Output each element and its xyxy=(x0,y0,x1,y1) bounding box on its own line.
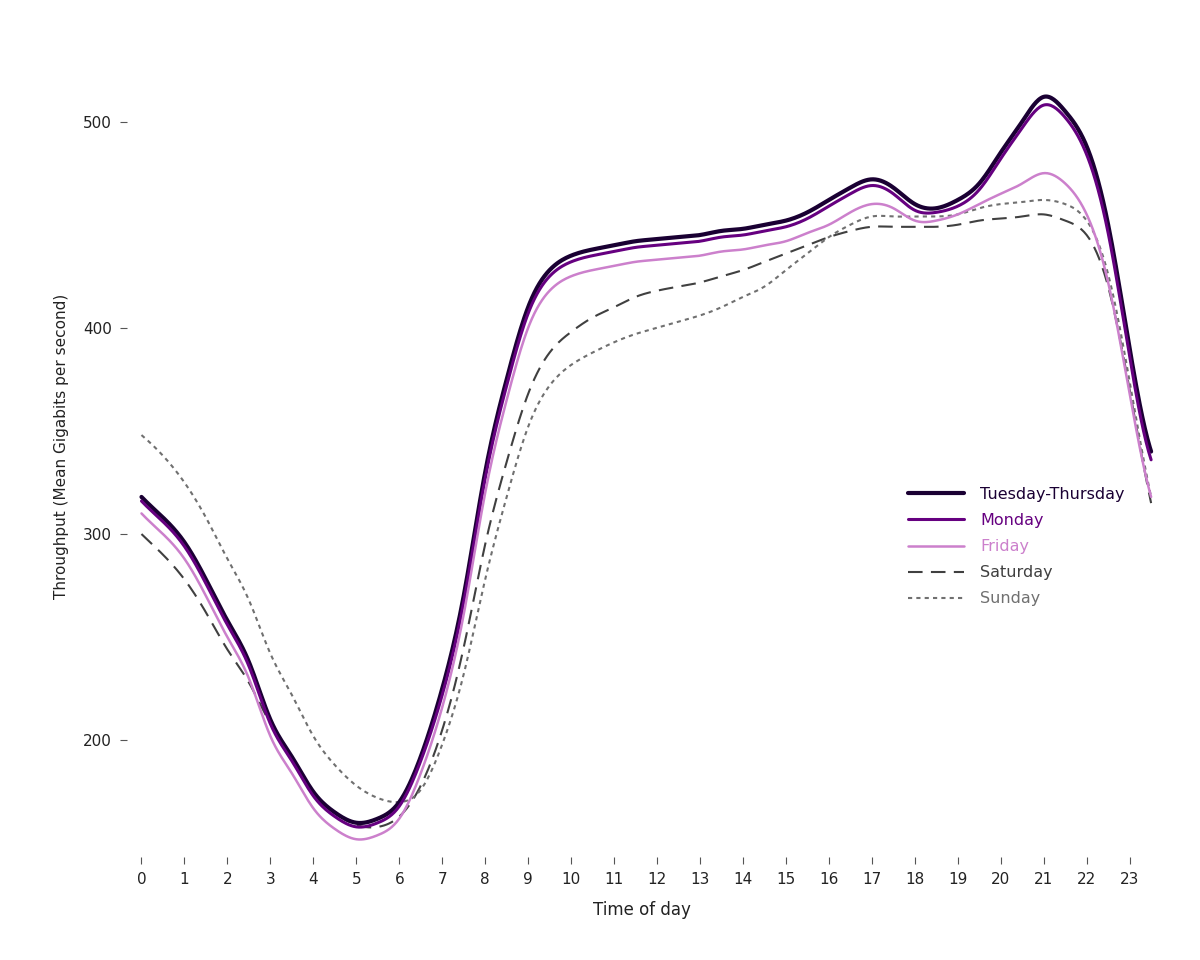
Friday xyxy=(722,245,737,256)
Friday xyxy=(779,235,793,247)
Saturday xyxy=(365,822,379,833)
Sunday xyxy=(901,211,916,223)
Saturday xyxy=(196,602,210,613)
Sunday xyxy=(134,429,149,441)
Y-axis label: Throughput (Mean Gigabits per second): Throughput (Mean Gigabits per second) xyxy=(54,294,68,599)
Monday xyxy=(353,822,367,833)
Monday xyxy=(1039,99,1054,110)
Tuesday-Thursday xyxy=(901,194,916,205)
Saturday xyxy=(1004,212,1019,224)
Line: Friday: Friday xyxy=(142,173,1151,839)
Friday xyxy=(1144,492,1158,503)
Tuesday-Thursday xyxy=(722,225,737,236)
Tuesday-Thursday xyxy=(196,569,210,581)
Saturday xyxy=(134,528,149,540)
Tuesday-Thursday xyxy=(353,817,367,828)
Sunday xyxy=(390,797,404,808)
Tuesday-Thursday xyxy=(1039,91,1054,103)
Monday xyxy=(749,227,763,238)
Tuesday-Thursday xyxy=(134,492,149,503)
Sunday xyxy=(196,507,210,518)
Tuesday-Thursday xyxy=(1004,131,1019,142)
Monday xyxy=(722,230,737,242)
Tuesday-Thursday xyxy=(779,215,793,227)
Line: Sunday: Sunday xyxy=(142,200,1151,803)
Saturday xyxy=(749,259,763,271)
Tuesday-Thursday xyxy=(749,221,763,232)
Saturday xyxy=(1144,497,1158,509)
Monday xyxy=(196,573,210,585)
Monday xyxy=(1144,454,1158,466)
X-axis label: Time of day: Time of day xyxy=(593,901,691,920)
Saturday xyxy=(1033,208,1048,220)
Monday xyxy=(779,221,793,232)
Sunday xyxy=(722,298,737,309)
Sunday xyxy=(1004,197,1019,208)
Friday xyxy=(1038,167,1052,179)
Sunday xyxy=(749,285,763,297)
Friday xyxy=(353,833,367,845)
Sunday xyxy=(1144,492,1158,503)
Line: Saturday: Saturday xyxy=(142,214,1151,828)
Line: Tuesday-Thursday: Tuesday-Thursday xyxy=(142,97,1151,823)
Friday xyxy=(901,212,916,224)
Friday xyxy=(749,241,763,252)
Friday xyxy=(1004,183,1019,195)
Sunday xyxy=(779,264,793,276)
Line: Monday: Monday xyxy=(142,105,1151,828)
Saturday xyxy=(901,221,916,232)
Saturday xyxy=(722,269,737,280)
Friday xyxy=(134,508,149,519)
Legend: Tuesday-Thursday, Monday, Friday, Saturday, Sunday: Tuesday-Thursday, Monday, Friday, Saturd… xyxy=(908,487,1124,607)
Monday xyxy=(134,495,149,507)
Tuesday-Thursday xyxy=(1144,445,1158,457)
Sunday xyxy=(1037,194,1051,205)
Monday xyxy=(1004,136,1019,148)
Monday xyxy=(901,201,916,212)
Saturday xyxy=(779,248,793,259)
Friday xyxy=(196,586,210,597)
